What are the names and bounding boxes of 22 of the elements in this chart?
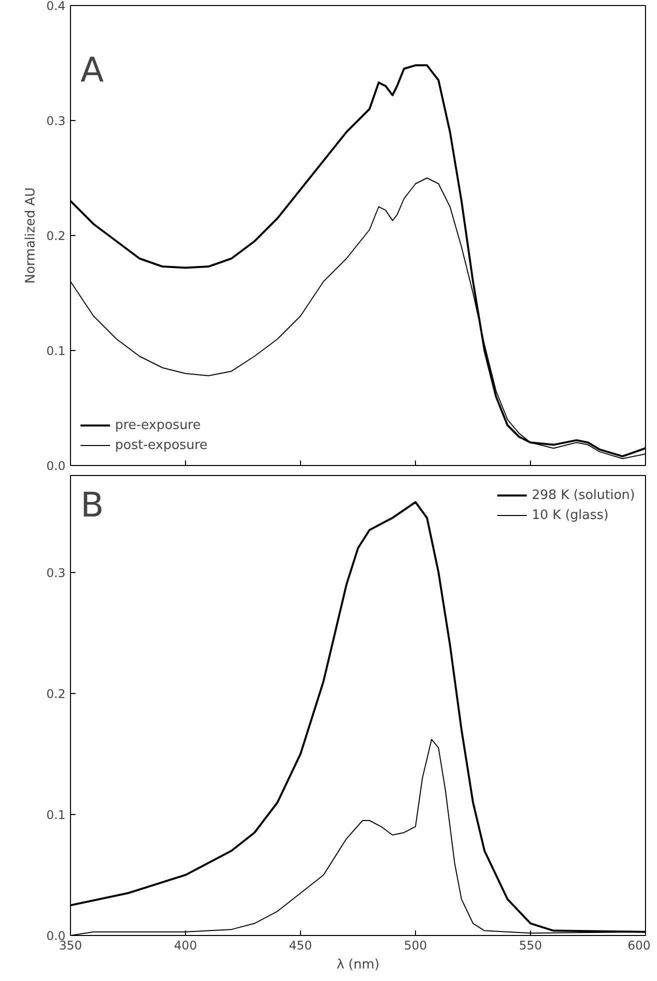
y-tick-label: 0.2 [46,686,66,701]
legend-label: 298 K (solution) [532,488,635,502]
x-tick-label: 400 [174,938,197,952]
y-tick-label: 0.2 [46,229,66,243]
legend-label: pre-exposure [115,418,201,432]
x-axis-title: λ (nm) [336,958,380,972]
y-tick-label: 0.1 [46,344,66,358]
legend-label: 10 K (glass) [532,508,609,522]
x-tick-label: 500 [404,938,427,952]
x-tick-label: 450 [289,938,312,952]
y-tick-label: 0.3 [46,566,66,580]
annotation: A [80,50,104,90]
y-tick-label: 0.0 [46,459,66,473]
y-tick-label: 0.4 [46,0,66,13]
y-tick-label: 0.3 [46,114,66,128]
y-tick-label: 0.1 [46,808,66,822]
legend-label: post-exposure [115,438,208,452]
x-tick-label: 350 [59,938,82,952]
annotation: B [80,486,104,526]
y-axis-title: Normalized AU [23,187,38,284]
x-tick-label: 550 [519,938,542,952]
x-tick-label: 600 [628,938,650,952]
